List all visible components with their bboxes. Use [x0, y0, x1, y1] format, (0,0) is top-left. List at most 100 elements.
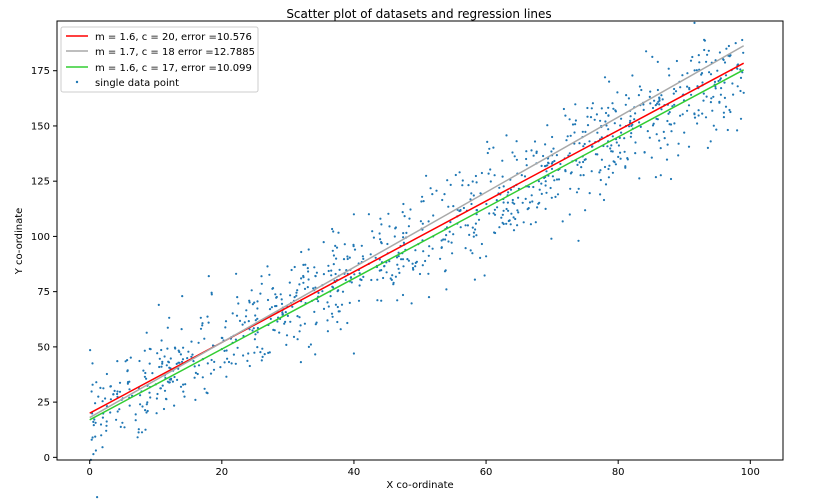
data-point [651, 106, 655, 110]
data-point [711, 109, 714, 112]
data-point [395, 256, 399, 259]
data-point [405, 231, 408, 234]
data-point [289, 320, 292, 323]
data-point [129, 356, 132, 359]
data-point [607, 128, 610, 131]
data-point [557, 178, 561, 181]
data-point [256, 346, 259, 349]
data-point [662, 130, 665, 133]
data-point [148, 362, 151, 365]
data-point [573, 131, 576, 134]
data-point [701, 112, 704, 115]
data-point [501, 159, 504, 162]
data-point [284, 320, 287, 323]
data-point [553, 179, 556, 182]
data-point [348, 256, 351, 259]
data-point [295, 291, 298, 294]
data-point [414, 265, 417, 268]
data-point [612, 107, 615, 110]
data-point [540, 182, 543, 185]
data-point [326, 319, 329, 322]
data-point [717, 79, 720, 83]
data-point [550, 150, 553, 153]
data-point [391, 274, 394, 277]
data-point [212, 368, 216, 371]
data-point [741, 38, 744, 42]
data-point [281, 311, 284, 314]
data-point [628, 125, 631, 128]
data-point [657, 100, 660, 103]
data-point [261, 355, 264, 358]
data-point [379, 217, 382, 220]
data-point [357, 299, 361, 302]
data-point [336, 290, 339, 293]
data-point [339, 328, 342, 331]
data-point [687, 104, 691, 107]
data-point [223, 361, 226, 364]
data-point [452, 205, 455, 208]
data-point [656, 102, 659, 105]
data-point [313, 310, 316, 313]
data-point [502, 201, 505, 204]
data-point [393, 235, 396, 238]
data-point [578, 161, 581, 164]
data-point [444, 269, 447, 272]
data-point [634, 152, 637, 155]
data-point [485, 255, 488, 258]
data-point [698, 61, 701, 64]
data-point [382, 276, 385, 280]
legend-label-points: single data point [95, 78, 179, 89]
data-point [298, 283, 301, 286]
data-point [226, 357, 229, 360]
data-point [116, 390, 119, 393]
data-point [550, 237, 553, 240]
data-point [561, 220, 564, 223]
data-point [591, 102, 595, 105]
data-point [193, 365, 196, 368]
data-point [516, 209, 519, 212]
data-point [134, 413, 137, 416]
data-point [739, 68, 742, 71]
data-point [173, 346, 177, 349]
data-point [182, 390, 185, 393]
data-point [161, 360, 164, 363]
data-point [424, 259, 427, 263]
data-point [92, 424, 95, 427]
data-point [712, 124, 715, 127]
data-point [105, 429, 108, 432]
data-point [118, 408, 121, 411]
data-point [693, 116, 697, 119]
data-point [144, 409, 147, 412]
data-point [566, 135, 569, 138]
data-point [723, 96, 727, 99]
data-point [540, 192, 543, 195]
data-point [223, 349, 226, 352]
data-point [256, 326, 259, 330]
data-point [295, 294, 298, 297]
data-point [569, 134, 572, 137]
data-point [276, 320, 279, 323]
data-point [388, 225, 391, 228]
data-point [302, 263, 305, 266]
data-point [513, 155, 516, 158]
data-point [326, 330, 329, 333]
data-point [727, 44, 731, 48]
data-point [569, 187, 572, 190]
data-point [562, 107, 566, 111]
data-point [648, 136, 651, 139]
data-point [524, 197, 527, 200]
data-point [472, 231, 476, 234]
data-point [606, 145, 609, 148]
data-point [649, 102, 652, 105]
data-point [697, 54, 700, 57]
data-point [91, 362, 94, 365]
data-point [693, 69, 696, 72]
data-point [181, 295, 184, 298]
data-point [352, 352, 355, 355]
data-point [180, 360, 184, 363]
data-point [493, 213, 497, 216]
data-point [658, 96, 661, 99]
data-point [447, 240, 450, 243]
data-point [205, 391, 208, 394]
data-point [245, 309, 248, 312]
